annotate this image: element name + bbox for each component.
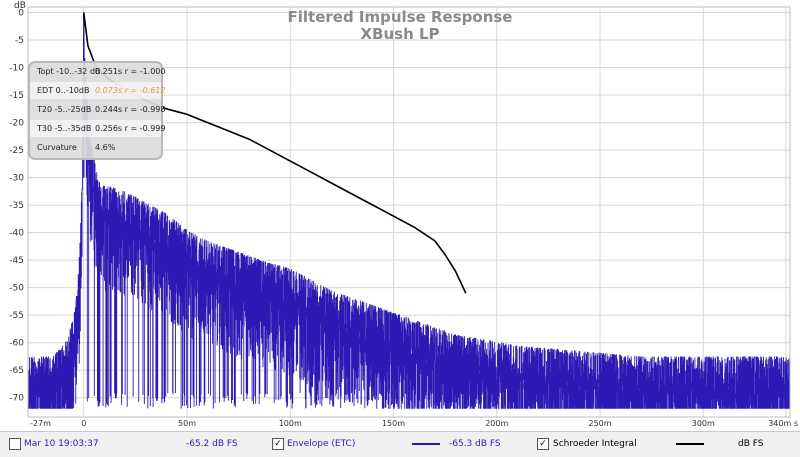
metric-value: 0.244s r = -0.998: [95, 105, 166, 114]
metric-label: Topt -10..-32 dB: [37, 67, 101, 76]
metric-row-t20: T20 -5..-25dB 0.244s r = -0.998: [30, 101, 165, 118]
x-tick-label: 150m: [382, 419, 405, 428]
legend-bar: Mar 10 19:03:37 -65.2 dB FS ✓ Envelope (…: [0, 431, 800, 457]
legend-timestamp: Mar 10 19:03:37: [24, 439, 99, 449]
y-ticks: 0 -5 -10 -15 -20 -25 -30 -35 -40 -45 -50 -55 -60 -65 -…: [9, 9, 24, 404]
legend-schroeder-label: Schroeder Integral: [553, 439, 637, 449]
y-tick-label: -15: [9, 91, 24, 101]
x-tick-label: 0: [81, 419, 86, 428]
x-tick-label: 250m: [588, 419, 611, 428]
y-tick-label: 0: [18, 9, 24, 19]
metric-value: 4.6%: [95, 143, 116, 152]
x-tick-label: 300m: [692, 419, 715, 428]
metric-value: 0.256s r = -0.999: [95, 124, 166, 133]
y-tick-label: -60: [9, 339, 24, 349]
metric-value: 0.251s r = -1.000: [95, 67, 166, 76]
metric-label: T30 -5..-35dB: [37, 124, 92, 133]
plot-frame: [27, 6, 791, 418]
legend-envelope-label: Envelope (ETC): [287, 439, 356, 449]
y-tick-label: -30: [9, 174, 24, 184]
metric-value: 0.073s r = -0.612: [95, 86, 166, 95]
schroeder-swatch: [676, 443, 704, 445]
y-tick-label: -20: [9, 119, 24, 129]
legend-schroeder-readout: -65.3 dB FS: [449, 439, 501, 449]
metric-label: T20 -5..-25dB: [37, 105, 92, 114]
x-ticks: -27m 0 50m 100m 150m 200m 250m 300m 340m s: [30, 419, 798, 428]
y-tick-label: -70: [9, 394, 24, 404]
y-tick-label: -40: [9, 229, 24, 239]
metric-row-t30: T30 -5..-35dB 0.256s r = -0.999: [30, 120, 165, 137]
metric-label: EDT 0..-10dB: [37, 86, 90, 95]
y-tick-label: -35: [9, 201, 24, 211]
legend-envelope-readout: -65.2 dB FS: [186, 439, 238, 449]
x-tick-label: -27m: [30, 419, 51, 428]
legend-units: dB FS: [738, 439, 764, 449]
decay-metrics-panel: Topt -10..-32 dB 0.251s r = -1.000 EDT 0…: [28, 61, 165, 160]
y-tick-label: -45: [9, 256, 24, 266]
x-tick-label: 100m: [279, 419, 302, 428]
envelope-swatch: [412, 443, 440, 445]
y-tick-label: -25: [9, 146, 24, 156]
y-tick-label: -65: [9, 366, 24, 376]
chart-title: Filtered Impulse Response: [287, 8, 513, 26]
y-tick-label: -50: [9, 284, 24, 294]
metric-label: Curvature: [37, 143, 77, 152]
metric-row-topt: Topt -10..-32 dB 0.251s r = -1.000: [30, 63, 165, 80]
y-tick-label: -5: [15, 36, 24, 46]
x-tick-label: 200m: [485, 419, 508, 428]
x-tick-label: 340m s: [768, 419, 798, 428]
y-axis-label: dB: [14, 1, 26, 11]
y-tick-label: -10: [9, 64, 24, 74]
envelope-checkbox[interactable]: ✓: [272, 438, 284, 450]
metric-row-edt: EDT 0..-10dB 0.073s r = -0.612: [30, 82, 165, 99]
timestamp-checkbox[interactable]: [9, 438, 21, 450]
x-tick-label: 50m: [178, 419, 196, 428]
y-tick-label: -55: [9, 311, 24, 321]
schroeder-checkbox[interactable]: ✓: [537, 438, 549, 450]
chart-subtitle: XBush LP: [360, 25, 440, 43]
metric-row-curvature: Curvature 4.6%: [30, 139, 161, 156]
